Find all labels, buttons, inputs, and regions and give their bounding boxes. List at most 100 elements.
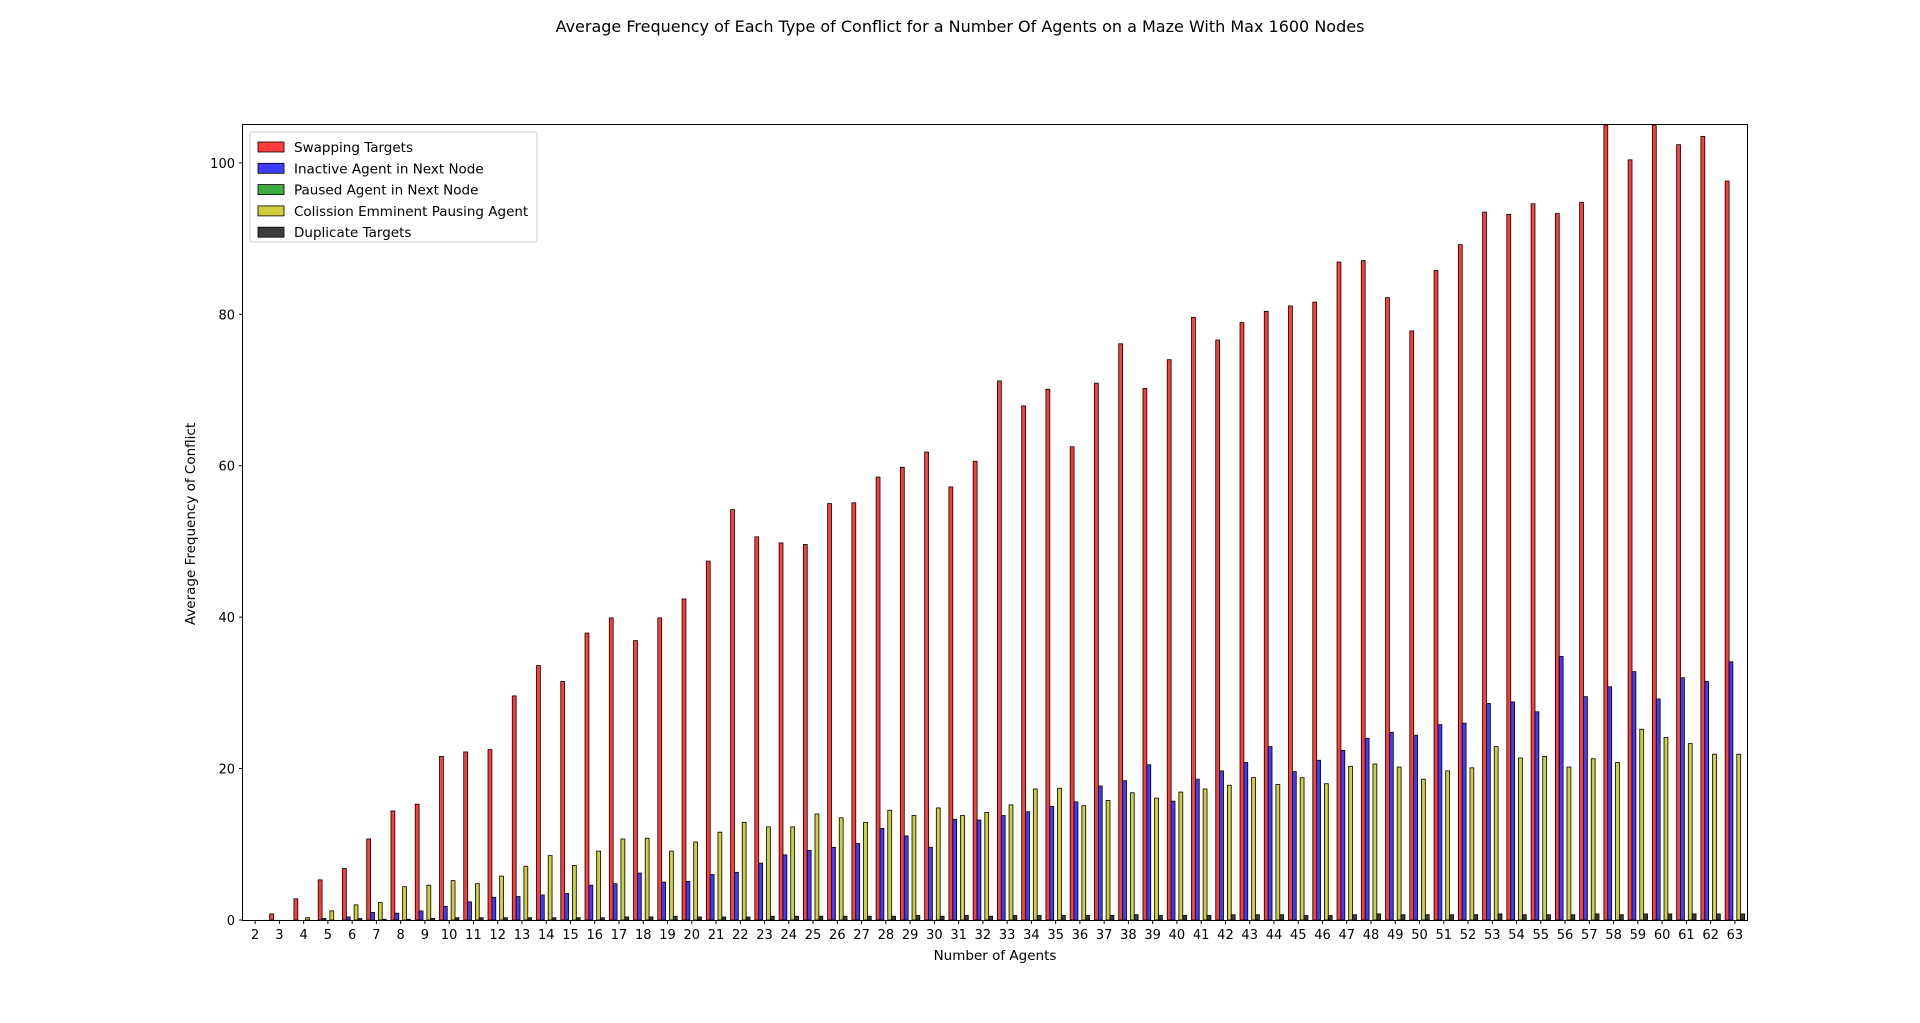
x-tick-label-42: 42: [1217, 928, 1234, 943]
bar-1-29: [903, 835, 909, 921]
x-tick-label-5: 5: [324, 928, 332, 943]
bar-3-34: [1032, 788, 1038, 921]
bar-3-50: [1421, 778, 1426, 921]
x-tick-label-43: 43: [1241, 928, 1258, 943]
x-tick-label-41: 41: [1193, 928, 1210, 943]
bar-3-43: [1251, 777, 1256, 921]
bar-0-41: [1191, 316, 1196, 921]
bar-0-30: [924, 451, 929, 921]
bar-4-22: [745, 916, 751, 921]
legend-swatch-0: [257, 141, 285, 153]
bar-0-21: [705, 560, 711, 921]
bar-3-54: [1518, 757, 1523, 921]
bar-1-40: [1170, 800, 1176, 921]
bar-0-25: [802, 544, 808, 921]
x-tick-label-53: 53: [1484, 928, 1501, 943]
bar-1-32: [976, 819, 982, 921]
bar-4-7: [381, 918, 387, 921]
bar-3-14: [547, 855, 553, 921]
bar-4-30: [939, 915, 945, 921]
bar-0-62: [1700, 135, 1706, 921]
bar-1-63: [1728, 661, 1734, 921]
bar-4-33: [1012, 915, 1018, 921]
bar-4-10: [454, 917, 460, 921]
bar-1-8: [394, 912, 400, 921]
bar-3-60: [1663, 737, 1669, 921]
bar-0-32: [972, 460, 978, 921]
x-tick-label-3: 3: [275, 928, 283, 943]
legend-swatch-1: [257, 162, 285, 174]
bar-3-36: [1081, 805, 1087, 921]
x-tick-label-52: 52: [1460, 928, 1477, 943]
bar-4-38: [1133, 914, 1139, 921]
bar-4-20: [697, 916, 702, 921]
bar-3-51: [1445, 770, 1450, 921]
bar-0-39: [1142, 388, 1148, 921]
x-tick-label-39: 39: [1144, 928, 1161, 943]
bar-0-49: [1385, 297, 1390, 921]
x-tick-label-13: 13: [514, 928, 531, 943]
bar-4-54: [1521, 914, 1527, 921]
bar-0-9: [414, 803, 420, 921]
bar-4-18: [648, 916, 654, 921]
x-tick-label-23: 23: [756, 928, 773, 943]
bar-4-58: [1619, 914, 1624, 921]
bar-3-15: [572, 865, 577, 921]
bar-1-42: [1219, 770, 1224, 921]
bar-0-47: [1336, 261, 1342, 921]
bar-3-47: [1348, 765, 1353, 921]
plot-area-frame: [242, 124, 1748, 921]
bar-1-6: [345, 916, 351, 921]
bar-0-36: [1069, 446, 1075, 921]
x-tick-label-18: 18: [635, 928, 652, 943]
bar-1-51: [1437, 724, 1443, 921]
bar-4-34: [1036, 915, 1042, 921]
bar-1-10: [442, 905, 448, 921]
bar-0-15: [560, 681, 566, 921]
x-tick-label-14: 14: [538, 928, 555, 943]
bar-0-52: [1457, 244, 1463, 921]
bar-3-27: [863, 821, 868, 921]
bar-0-34: [1021, 405, 1026, 921]
bar-4-63: [1740, 913, 1745, 921]
legend-box: [249, 131, 538, 243]
bar-1-33: [1000, 815, 1006, 921]
x-tick-label-37: 37: [1096, 928, 1113, 943]
bar-3-6: [353, 904, 359, 921]
x-tick-label-21: 21: [708, 928, 725, 943]
x-tick-label-26: 26: [829, 928, 846, 943]
bar-4-62: [1716, 913, 1721, 921]
bar-4-47: [1352, 914, 1357, 921]
bar-4-24: [794, 915, 799, 921]
bar-0-20: [681, 598, 687, 921]
bars-group: [269, 124, 1745, 921]
x-tick-label-47: 47: [1338, 928, 1355, 943]
bar-0-56: [1554, 213, 1560, 921]
bar-4-17: [624, 916, 630, 921]
bar-4-31: [964, 915, 969, 921]
bar-4-16: [600, 917, 605, 921]
bar-1-27: [855, 843, 861, 921]
bar-0-55: [1530, 203, 1536, 921]
bar-1-23: [758, 862, 764, 921]
bar-3-24: [790, 826, 796, 921]
bar-3-55: [1542, 756, 1548, 921]
y-tick-label-80: 80: [218, 308, 235, 323]
x-tick-label-50: 50: [1411, 928, 1428, 943]
bar-0-59: [1627, 159, 1633, 921]
bar-3-5: [329, 910, 335, 921]
bar-4-23: [769, 915, 775, 921]
x-tick-label-25: 25: [805, 928, 822, 943]
bar-1-50: [1413, 734, 1418, 921]
bar-1-39: [1146, 764, 1152, 921]
x-tick-label-55: 55: [1533, 928, 1550, 943]
bar-1-43: [1243, 762, 1249, 921]
y-tick-label-60: 60: [218, 460, 235, 475]
bar-0-26: [827, 503, 832, 921]
bar-0-48: [1360, 260, 1366, 921]
bar-0-5: [317, 879, 323, 921]
x-tick-label-2: 2: [251, 928, 259, 943]
bar-1-12: [491, 896, 497, 921]
legend-label-3: Colission Emminent Pausing Agent: [294, 204, 528, 220]
bar-4-27: [867, 915, 872, 921]
